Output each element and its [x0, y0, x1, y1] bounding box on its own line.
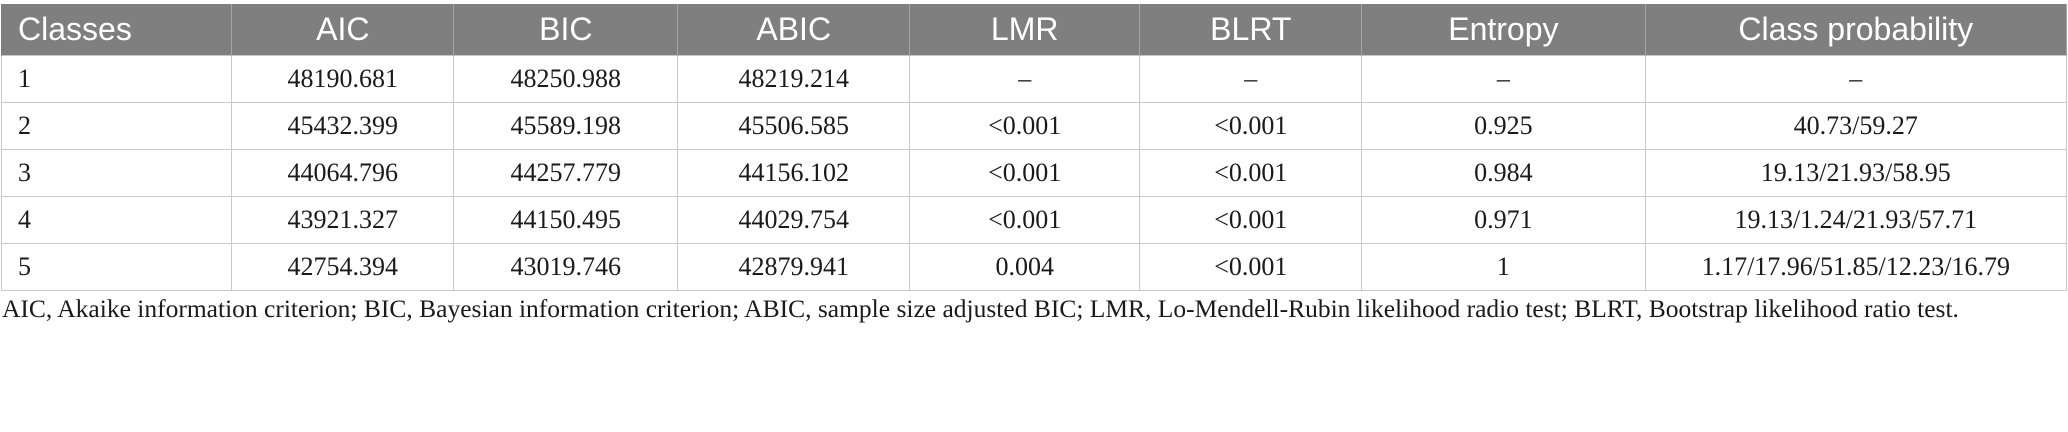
- cell-abic: 45506.585: [677, 102, 911, 150]
- cell-lmr: <0.001: [909, 102, 1141, 150]
- cell-lmr: 0.004: [909, 243, 1141, 291]
- cell-blrt: <0.001: [1139, 149, 1363, 197]
- cell-blrt: <0.001: [1139, 102, 1363, 150]
- header-aic: AIC: [231, 4, 455, 56]
- header-entropy: Entropy: [1361, 4, 1646, 56]
- cell-blrt: –: [1139, 55, 1363, 103]
- cell-bic: 45589.198: [453, 102, 679, 150]
- cell-classes: 5: [0, 243, 233, 291]
- cell-aic: 43921.327: [231, 196, 455, 244]
- cell-class-probability: –: [1644, 55, 2068, 103]
- cell-abic: 48219.214: [677, 55, 911, 103]
- cell-abic: 44156.102: [677, 149, 911, 197]
- cell-entropy: –: [1361, 55, 1646, 103]
- header-bic: BIC: [453, 4, 679, 56]
- cell-class-probability: 19.13/21.93/58.95: [1644, 149, 2068, 197]
- cell-bic: 44257.779: [453, 149, 679, 197]
- cell-aic: 45432.399: [231, 102, 455, 150]
- cell-aic: 42754.394: [231, 243, 455, 291]
- cell-blrt: <0.001: [1139, 243, 1363, 291]
- cell-lmr: <0.001: [909, 149, 1141, 197]
- table-row: 5 42754.394 43019.746 42879.941 0.004 <0…: [0, 243, 2068, 291]
- model-fit-table: Classes AIC BIC ABIC LMR BLRT Entropy Cl…: [0, 4, 2068, 291]
- cell-entropy: 0.971: [1361, 196, 1646, 244]
- header-lmr: LMR: [909, 4, 1141, 56]
- cell-entropy: 1: [1361, 243, 1646, 291]
- cell-classes: 1: [0, 55, 233, 103]
- cell-lmr: <0.001: [909, 196, 1141, 244]
- header-classes: Classes: [0, 4, 233, 56]
- header-abic: ABIC: [677, 4, 911, 56]
- table-row: 4 43921.327 44150.495 44029.754 <0.001 <…: [0, 196, 2068, 244]
- cell-bic: 44150.495: [453, 196, 679, 244]
- header-blrt: BLRT: [1139, 4, 1363, 56]
- cell-class-probability: 1.17/17.96/51.85/12.23/16.79: [1644, 243, 2068, 291]
- cell-bic: 48250.988: [453, 55, 679, 103]
- header-class-probability: Class probability: [1644, 4, 2068, 56]
- cell-aic: 44064.796: [231, 149, 455, 197]
- cell-bic: 43019.746: [453, 243, 679, 291]
- cell-lmr: –: [909, 55, 1141, 103]
- cell-classes: 3: [0, 149, 233, 197]
- table-row: 3 44064.796 44257.779 44156.102 <0.001 <…: [0, 149, 2068, 197]
- table-row: 1 48190.681 48250.988 48219.214 – – – –: [0, 55, 2068, 103]
- cell-classes: 2: [0, 102, 233, 150]
- cell-class-probability: 19.13/1.24/21.93/57.71: [1644, 196, 2068, 244]
- cell-class-probability: 40.73/59.27: [1644, 102, 2068, 150]
- table-row: 2 45432.399 45589.198 45506.585 <0.001 <…: [0, 102, 2068, 150]
- cell-classes: 4: [0, 196, 233, 244]
- cell-abic: 42879.941: [677, 243, 911, 291]
- cell-aic: 48190.681: [231, 55, 455, 103]
- cell-blrt: <0.001: [1139, 196, 1363, 244]
- cell-entropy: 0.925: [1361, 102, 1646, 150]
- table-footnote: AIC, Akaike information criterion; BIC, …: [2, 294, 1959, 323]
- cell-entropy: 0.984: [1361, 149, 1646, 197]
- cell-abic: 44029.754: [677, 196, 911, 244]
- table-header-row: Classes AIC BIC ABIC LMR BLRT Entropy Cl…: [0, 4, 2068, 56]
